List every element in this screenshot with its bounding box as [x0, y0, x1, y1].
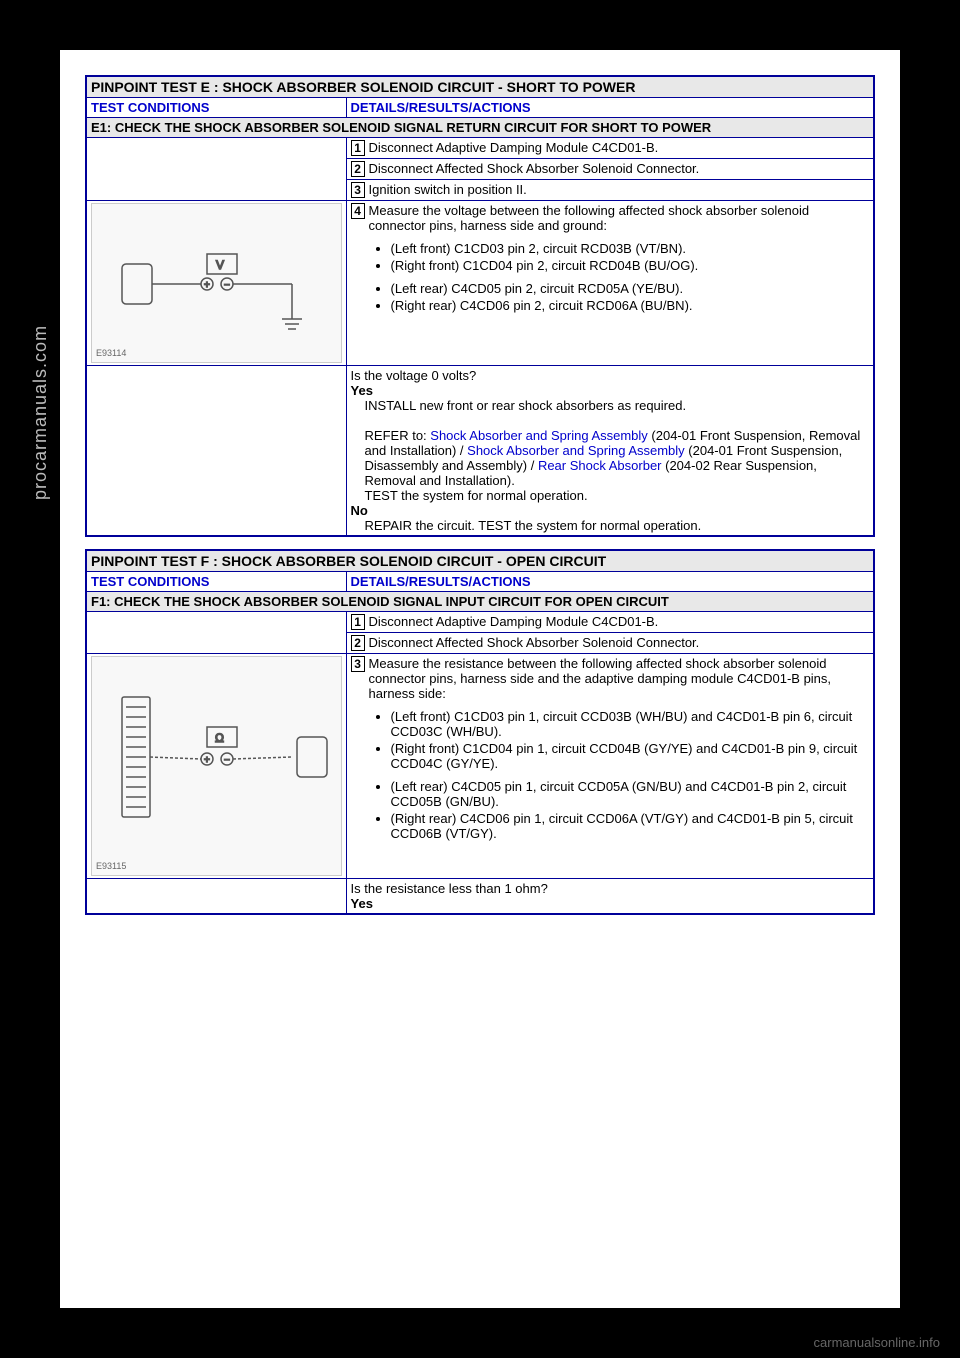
f1-step3: 3 Measure the resistance between the fol…	[346, 654, 874, 879]
step-number-badge: 4	[351, 203, 365, 219]
svg-text:V: V	[216, 258, 224, 272]
col-details-results: DETAILS/RESULTS/ACTIONS	[346, 572, 874, 592]
link-shock-spring-1[interactable]: Shock Absorber and Spring Assembly	[430, 428, 648, 443]
e1-step2: 2Disconnect Affected Shock Absorber Sole…	[346, 159, 874, 180]
svg-text:+: +	[204, 755, 210, 766]
col-details-results: DETAILS/RESULTS/ACTIONS	[346, 98, 874, 118]
f1-step2: 2Disconnect Affected Shock Absorber Sole…	[346, 633, 874, 654]
e1-step3: 3Ignition switch in position II.	[346, 180, 874, 201]
e1-step1: 1Disconnect Adaptive Damping Module C4CD…	[346, 138, 874, 159]
e1-result-left	[86, 366, 346, 537]
bullet-item: (Right rear) C4CD06 pin 1, circuit CCD06…	[391, 811, 863, 841]
test-e-title: PINPOINT TEST E : SHOCK ABSORBER SOLENOI…	[86, 76, 874, 98]
diagram-label: E93114	[96, 348, 126, 358]
bullet-item: (Left rear) C4CD05 pin 2, circuit RCD05A…	[391, 281, 863, 296]
resistance-diagram: Ω + − E93115	[91, 656, 342, 876]
svg-text:−: −	[224, 755, 230, 766]
step-number-badge: 3	[351, 182, 365, 198]
step-number-badge: 3	[351, 656, 365, 672]
diagram-label: E93115	[96, 861, 126, 871]
bullet-item: (Left front) C1CD03 pin 2, circuit RCD03…	[391, 241, 863, 256]
f1-diagram-cell: Ω + − E93115	[86, 654, 346, 879]
page-content: PINPOINT TEST E : SHOCK ABSORBER SOLENOI…	[60, 50, 900, 1308]
link-shock-spring-2[interactable]: Shock Absorber and Spring Assembly	[467, 443, 685, 458]
bullet-item: (Left front) C1CD03 pin 1, circuit CCD03…	[391, 709, 863, 739]
bullet-item: (Right rear) C4CD06 pin 2, circuit RCD06…	[391, 298, 863, 313]
bullet-item: (Right front) C1CD04 pin 2, circuit RCD0…	[391, 258, 863, 273]
e1-result: Is the voltage 0 volts? Yes INSTALL new …	[346, 366, 874, 537]
f1-step1: 1Disconnect Adaptive Damping Module C4CD…	[346, 612, 874, 633]
test-f-table: PINPOINT TEST F : SHOCK ABSORBER SOLENOI…	[85, 549, 875, 915]
e1-empty-cell	[86, 138, 346, 201]
svg-text:+: +	[204, 280, 210, 291]
f1-result: Is the resistance less than 1 ohm? Yes	[346, 879, 874, 915]
step-number-badge: 2	[351, 635, 365, 651]
bullet-item: (Left rear) C4CD05 pin 1, circuit CCD05A…	[391, 779, 863, 809]
watermark-bottom: carmanualsonline.info	[814, 1335, 940, 1350]
test-e-table: PINPOINT TEST E : SHOCK ABSORBER SOLENOI…	[85, 75, 875, 537]
link-rear-shock[interactable]: Rear Shock Absorber	[538, 458, 662, 473]
e1-header: E1: CHECK THE SHOCK ABSORBER SOLENOID SI…	[86, 118, 874, 138]
bullet-item: (Right front) C1CD04 pin 1, circuit CCD0…	[391, 741, 863, 771]
test-f-title: PINPOINT TEST F : SHOCK ABSORBER SOLENOI…	[86, 550, 874, 572]
step-number-badge: 1	[351, 614, 365, 630]
e1-diagram-cell: V + − E93114	[86, 201, 346, 366]
col-test-conditions: TEST CONDITIONS	[86, 98, 346, 118]
f1-header: F1: CHECK THE SHOCK ABSORBER SOLENOID SI…	[86, 592, 874, 612]
voltage-diagram: V + − E93114	[91, 203, 342, 363]
step-number-badge: 1	[351, 140, 365, 156]
step-number-badge: 2	[351, 161, 365, 177]
f1-result-left	[86, 879, 346, 915]
watermark-left: procarmanuals.com	[30, 325, 51, 500]
f1-empty-cell	[86, 612, 346, 654]
col-test-conditions: TEST CONDITIONS	[86, 572, 346, 592]
e1-step4: 4 Measure the voltage between the follow…	[346, 201, 874, 366]
svg-text:−: −	[224, 280, 230, 291]
svg-text:Ω: Ω	[215, 731, 224, 745]
